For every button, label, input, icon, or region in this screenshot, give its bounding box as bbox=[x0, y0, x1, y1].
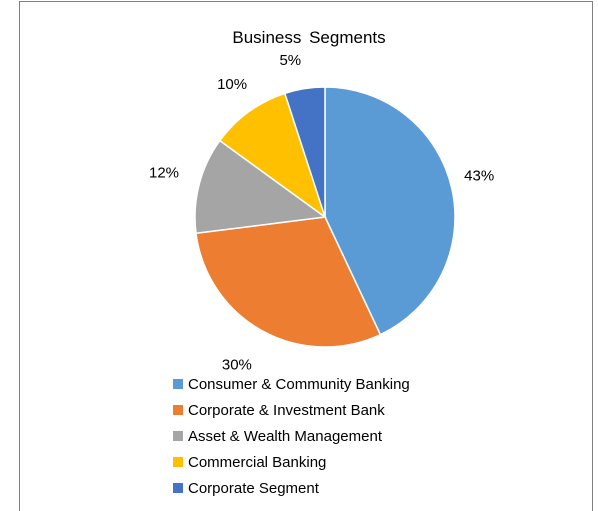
legend-swatch bbox=[173, 431, 183, 441]
legend-item: Commercial Banking bbox=[173, 449, 410, 475]
legend-swatch bbox=[173, 379, 183, 389]
data-label: 10% bbox=[217, 76, 247, 93]
pie-slice bbox=[195, 216, 382, 348]
chart-title: Business Segments bbox=[232, 28, 386, 47]
legend-swatch bbox=[173, 483, 183, 493]
chart-legend: Consumer & Community Banking Corporate & … bbox=[173, 371, 410, 501]
legend-item: Asset & Wealth Management bbox=[173, 423, 410, 449]
legend-label: Consumer & Community Banking bbox=[188, 375, 410, 393]
pie-slice bbox=[324, 86, 456, 336]
pie-slice bbox=[218, 92, 327, 219]
legend-swatch bbox=[173, 457, 183, 467]
data-label: 5% bbox=[279, 52, 301, 69]
data-label: 12% bbox=[149, 165, 179, 182]
legend-label: Corporate & Investment Bank bbox=[188, 401, 385, 419]
pie-slice bbox=[283, 86, 326, 218]
legend-item: Consumer & Community Banking bbox=[173, 371, 410, 397]
legend-label: Commercial Banking bbox=[188, 453, 327, 471]
pie-slice bbox=[194, 139, 327, 235]
legend-item: Corporate & Investment Bank bbox=[173, 397, 410, 423]
legend-swatch bbox=[173, 405, 183, 415]
data-label: 30% bbox=[222, 356, 252, 373]
legend-label: Corporate Segment bbox=[188, 479, 319, 497]
data-label: 43% bbox=[464, 167, 494, 184]
legend-label: Asset & Wealth Management bbox=[188, 427, 382, 445]
legend-item: Corporate Segment bbox=[173, 475, 410, 501]
